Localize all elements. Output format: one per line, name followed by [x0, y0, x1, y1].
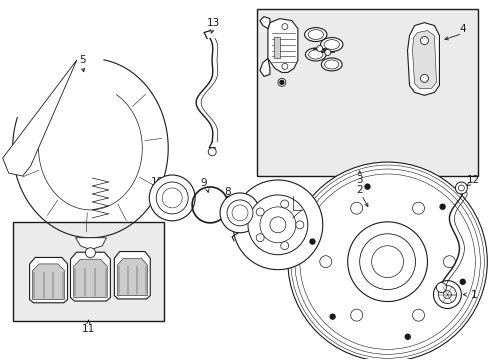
Circle shape [316, 45, 322, 51]
Circle shape [281, 63, 287, 69]
Circle shape [457, 185, 464, 191]
Circle shape [454, 182, 467, 194]
Ellipse shape [308, 50, 322, 59]
Bar [256, 9, 477, 176]
Circle shape [439, 204, 444, 209]
Text: 10: 10 [150, 177, 163, 187]
Polygon shape [412, 31, 436, 88]
Circle shape [329, 314, 334, 319]
Circle shape [405, 334, 409, 339]
Ellipse shape [321, 58, 342, 71]
Circle shape [443, 256, 454, 268]
Circle shape [347, 222, 427, 302]
Text: 5: 5 [79, 55, 85, 66]
Circle shape [324, 50, 330, 55]
Text: 3: 3 [356, 175, 362, 185]
Ellipse shape [304, 28, 326, 41]
Circle shape [233, 180, 322, 270]
Ellipse shape [226, 200, 252, 226]
Text: 2: 2 [356, 185, 362, 195]
Circle shape [280, 242, 288, 249]
Text: 9: 9 [201, 178, 207, 188]
Ellipse shape [156, 182, 188, 214]
Circle shape [359, 234, 415, 289]
Text: 7: 7 [310, 203, 316, 213]
Ellipse shape [305, 48, 325, 61]
Ellipse shape [320, 37, 342, 51]
Circle shape [281, 24, 287, 30]
Ellipse shape [232, 205, 247, 221]
Ellipse shape [324, 40, 339, 49]
Circle shape [412, 309, 424, 321]
Circle shape [279, 80, 284, 84]
Circle shape [432, 280, 461, 309]
Polygon shape [2, 60, 77, 176]
Text: 11: 11 [81, 324, 95, 334]
Text: 12: 12 [466, 175, 479, 185]
Circle shape [277, 78, 285, 86]
Circle shape [443, 291, 450, 298]
Polygon shape [30, 257, 67, 303]
Circle shape [287, 162, 487, 360]
Circle shape [438, 285, 455, 303]
Polygon shape [273, 37, 279, 58]
Circle shape [350, 202, 362, 214]
Circle shape [436, 283, 446, 293]
Circle shape [350, 309, 362, 321]
Ellipse shape [220, 193, 260, 233]
Polygon shape [74, 259, 107, 298]
Circle shape [260, 207, 295, 243]
Polygon shape [260, 58, 269, 76]
Circle shape [256, 208, 264, 216]
Circle shape [412, 202, 424, 214]
Ellipse shape [162, 188, 182, 208]
Polygon shape [75, 238, 106, 250]
Circle shape [85, 248, 95, 258]
Text: 8: 8 [224, 187, 231, 197]
Ellipse shape [149, 175, 195, 221]
Circle shape [256, 234, 264, 242]
Circle shape [290, 165, 483, 358]
Polygon shape [260, 17, 269, 28]
Polygon shape [114, 252, 150, 299]
Circle shape [459, 279, 464, 284]
Circle shape [269, 217, 285, 233]
Circle shape [319, 256, 331, 268]
Circle shape [364, 184, 369, 189]
Circle shape [420, 75, 427, 82]
Text: 13: 13 [206, 18, 219, 28]
Text: 1: 1 [470, 289, 477, 300]
Circle shape [208, 148, 216, 156]
Circle shape [294, 169, 479, 354]
Circle shape [420, 37, 427, 45]
Ellipse shape [307, 30, 323, 40]
Polygon shape [117, 258, 147, 296]
Circle shape [309, 239, 314, 244]
Text: 6: 6 [294, 191, 301, 201]
Circle shape [247, 195, 307, 255]
Circle shape [280, 200, 288, 208]
Text: 4: 4 [458, 24, 465, 33]
Circle shape [371, 246, 403, 278]
Circle shape [295, 221, 303, 229]
Polygon shape [267, 19, 297, 72]
Circle shape [299, 174, 474, 349]
Polygon shape [70, 252, 110, 301]
Ellipse shape [324, 60, 338, 69]
Bar [13, 222, 164, 321]
Polygon shape [407, 23, 439, 95]
Polygon shape [33, 264, 64, 300]
